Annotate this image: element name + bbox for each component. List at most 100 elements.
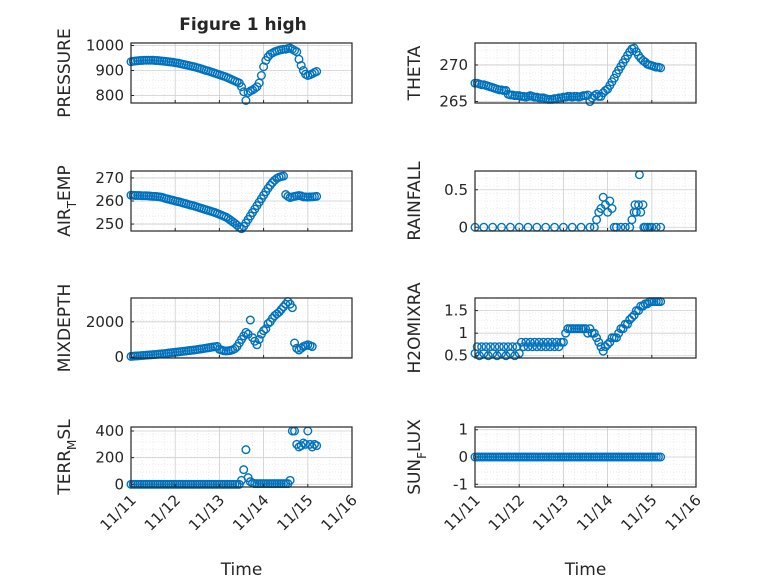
data-point (583, 328, 593, 338)
axes-box (474, 170, 697, 232)
y-axis-label: PRESSURE (55, 28, 75, 117)
data-point (236, 224, 246, 234)
data-point (550, 342, 560, 352)
subplot-mixdepth: 0 2000 MIXDEPTH (55, 284, 353, 373)
data-point (622, 319, 632, 329)
data-point (603, 339, 613, 349)
subplot-terr-msl: 0 200 400 11/11 11/12 11/13 11/14 11/15 11/16 Tim… (55, 419, 361, 580)
axes-box (130, 426, 353, 488)
data-point (656, 452, 666, 462)
data-point (607, 203, 617, 213)
data-point (521, 337, 531, 347)
y-tick-label: 0 (114, 475, 124, 493)
data-point (265, 180, 275, 190)
data-point (516, 337, 526, 347)
data-point (611, 333, 621, 343)
x-tick-label: 11/12 (485, 491, 528, 534)
data-point (274, 307, 284, 317)
data-point (256, 70, 266, 80)
x-axis-label: Time (220, 560, 263, 580)
data-point (296, 61, 306, 71)
data-point (627, 312, 637, 322)
data-point (312, 66, 322, 76)
data-point (281, 299, 291, 309)
data-point (501, 351, 511, 361)
subplot-pressure: 800 900 1000 PRESSURE (55, 28, 353, 118)
data-point (241, 445, 251, 455)
subplot-h2omixra: 0.5 1 1.5 H2OMIXRA (405, 282, 697, 374)
y-tick-label: -1 (453, 475, 468, 493)
x-tick-label: 11/14 (573, 491, 616, 534)
data-point (592, 333, 602, 343)
y-axis-label: AIRTEMP (55, 165, 79, 236)
data-point (640, 57, 650, 67)
data-point (239, 87, 249, 97)
data-point (589, 328, 599, 338)
y-tick-label: 2000 (86, 313, 124, 331)
data-point (276, 304, 286, 314)
data-point (543, 337, 553, 347)
subplot-air-temp: 250 260 270 AIRTEMP (55, 165, 353, 237)
data-point (492, 351, 502, 361)
data-point (254, 334, 264, 344)
data-point (589, 91, 599, 101)
subplot-rainfall: 0 0.5 RAINFALL (405, 161, 697, 241)
y-axis-label: THETA (405, 45, 425, 101)
data-point (594, 337, 604, 347)
data-point (250, 83, 260, 93)
data-point (305, 439, 315, 449)
y-axis-label: MIXDEPTH (55, 284, 75, 373)
series-rainfall (470, 170, 666, 232)
y-tick-label: 270 (439, 56, 468, 74)
data-point (312, 441, 322, 451)
data-point (239, 465, 249, 475)
data-point (508, 342, 518, 352)
data-point (259, 326, 269, 336)
data-point (547, 337, 557, 347)
data-point (230, 344, 240, 354)
y-tick-label: 1 (458, 324, 468, 342)
figure-title: Figure 1 high (179, 15, 307, 35)
x-tick-label: 11/12 (141, 491, 184, 534)
x-tick-label: 11/11 (441, 491, 484, 534)
data-point (519, 342, 529, 352)
data-point (552, 337, 562, 347)
x-tick-label: 11/15 (273, 491, 316, 534)
x-axis-label: Time (564, 560, 607, 580)
data-point (609, 73, 619, 83)
data-point (530, 337, 540, 347)
y-tick-label: 0 (458, 218, 468, 236)
data-point (534, 337, 544, 347)
data-point (592, 89, 602, 99)
y-tick-label: 250 (95, 215, 124, 233)
y-tick-label: 0.5 (444, 347, 468, 365)
series-pressure (126, 43, 322, 105)
y-tick-label: 200 (95, 449, 124, 467)
data-point (638, 200, 648, 210)
data-point (261, 324, 271, 334)
data-point (245, 315, 255, 325)
x-tick-label: 11/13 (185, 491, 228, 534)
data-point (527, 342, 537, 352)
y-tick-label: 400 (95, 422, 124, 440)
data-point (236, 82, 246, 92)
data-point (285, 475, 295, 485)
data-point (510, 351, 520, 361)
data-point (638, 301, 648, 311)
data-point (307, 442, 317, 452)
data-point (472, 342, 482, 352)
x-tick-label: 11/14 (229, 491, 272, 534)
data-point (598, 346, 608, 356)
data-point (536, 342, 546, 352)
x-tick-label: 11/13 (529, 491, 572, 534)
data-point (241, 327, 251, 337)
subplot-theta: 265 270 THETA (405, 42, 697, 111)
data-point (541, 342, 551, 352)
data-point (558, 337, 568, 347)
data-point (490, 342, 500, 352)
data-point (539, 337, 549, 347)
y-tick-label: 800 (95, 87, 124, 105)
y-tick-label: 265 (439, 93, 468, 111)
data-point (525, 337, 535, 347)
data-point (499, 342, 509, 352)
